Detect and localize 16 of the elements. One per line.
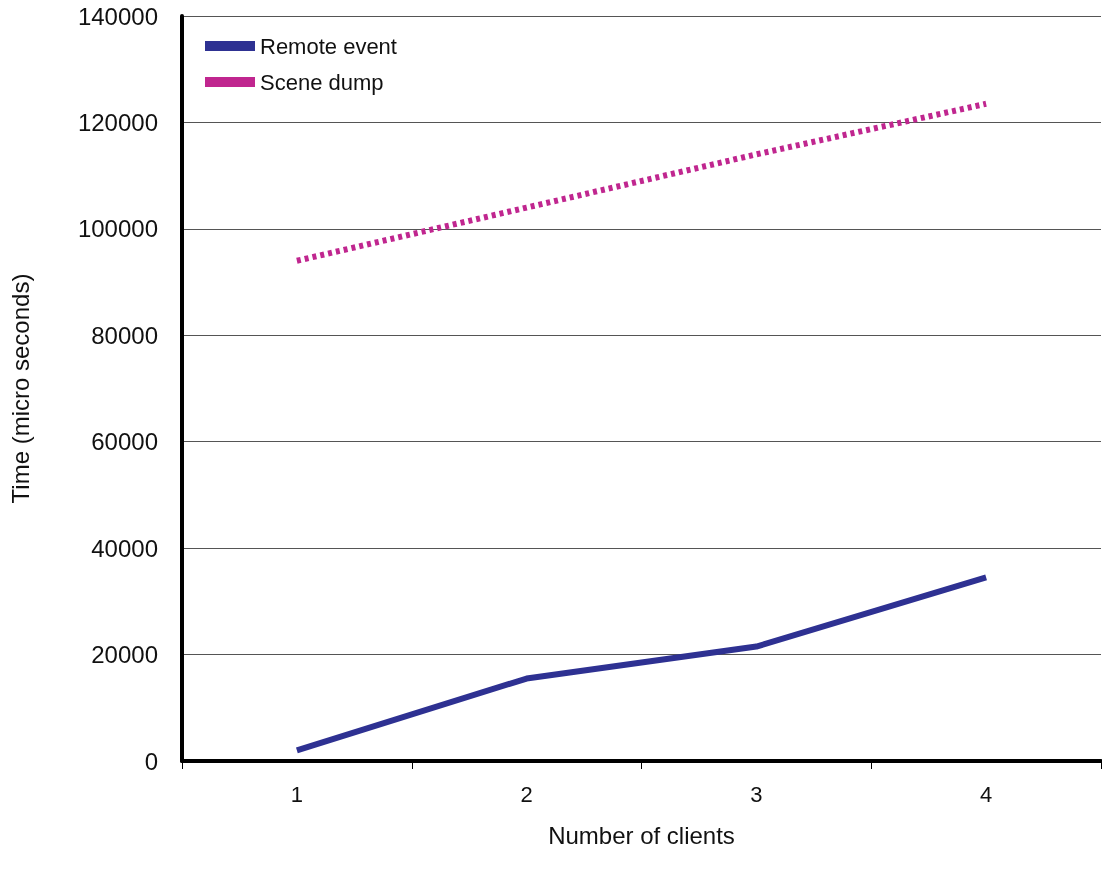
- legend-label: Remote event: [260, 33, 397, 59]
- y-tick-label: 0: [144, 747, 158, 775]
- y-tick-label: 100000: [77, 215, 158, 243]
- y-tick-label: 140000: [77, 2, 158, 30]
- y-tick-label: 120000: [77, 108, 158, 136]
- y-tick-label: 20000: [91, 641, 158, 669]
- x-axis-title: Number of clients: [548, 821, 735, 849]
- y-axis-title: Time (micro seconds): [6, 273, 34, 504]
- x-tick-label: 4: [980, 781, 993, 807]
- y-tick-label: 60000: [91, 428, 158, 456]
- y-tick-label: 80000: [91, 321, 158, 349]
- y-tick-label: 40000: [91, 534, 158, 562]
- x-tick-label: 3: [750, 781, 763, 807]
- x-tick-label: 2: [520, 781, 533, 807]
- x-tick-label: 1: [290, 781, 303, 807]
- legend-label: Scene dump: [260, 69, 384, 95]
